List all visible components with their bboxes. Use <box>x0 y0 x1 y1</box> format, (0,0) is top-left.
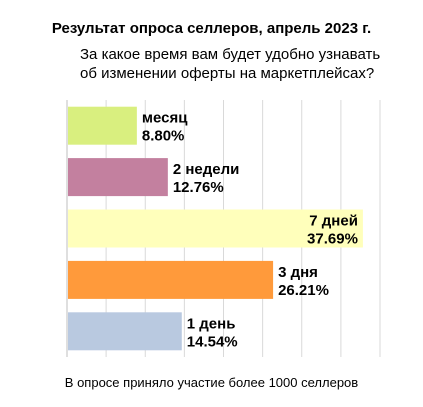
bar-label: 7 дней 37.69% <box>307 213 358 248</box>
bar <box>68 209 363 248</box>
value-label: 26.21% <box>278 282 329 299</box>
bar-label: 1 день 14.54% <box>187 315 238 350</box>
category-label: 1 день <box>187 315 236 332</box>
bar-label: месяц 8.80% <box>142 110 188 145</box>
category-label: 7 дней <box>309 213 358 230</box>
bar-label: 2 недели 12.76% <box>173 161 240 196</box>
value-label: 14.54% <box>187 333 238 350</box>
value-label: 37.69% <box>307 231 358 248</box>
bar <box>68 260 274 299</box>
value-label: 8.80% <box>142 128 185 145</box>
bar <box>68 158 168 197</box>
category-label: месяц <box>142 110 188 127</box>
bar-label: 3 дня 26.21% <box>278 264 329 299</box>
chart-title: Результат опроса селлеров, апрель 2023 г… <box>51 20 372 37</box>
category-label: 2 недели <box>173 161 240 178</box>
chart-footnote: В опросе приняло участие более 1000 селл… <box>64 375 359 390</box>
value-label: 12.76% <box>173 179 224 196</box>
bar <box>68 312 182 351</box>
bar <box>68 106 137 145</box>
category-label: 3 дня <box>278 264 318 281</box>
chart-subtitle: За какое время вам будет удобно узнавать… <box>80 46 381 82</box>
